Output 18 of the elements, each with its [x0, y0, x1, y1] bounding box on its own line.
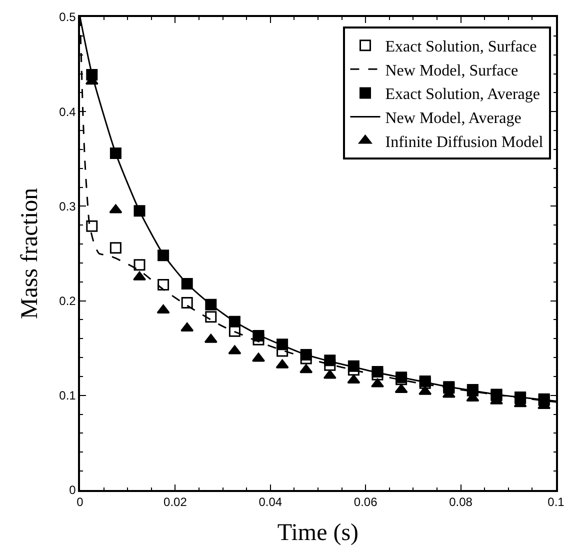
y-tick-label: 0	[69, 483, 76, 498]
y-tick-label: 0.5	[59, 10, 76, 24]
legend-label: New Model, Surface	[385, 62, 518, 80]
y-tick-label: 0.3	[59, 199, 76, 214]
x-tick-label: 0.06	[354, 495, 378, 510]
x-tick-label: 0.08	[449, 495, 473, 510]
x-tick-label: 0.04	[258, 495, 282, 510]
x-axis-title: Time (s)	[277, 520, 359, 546]
legend-label: Exact Solution, Average	[385, 86, 540, 104]
y-tick-label: 0.4	[59, 104, 76, 119]
x-tick-label: 0.1	[548, 495, 565, 510]
y-tick-label: 0.1	[59, 388, 76, 403]
legend-label: Infinite Diffusion Model	[385, 134, 544, 151]
legend-label: Exact Solution, Surface	[385, 38, 537, 56]
y-axis-title: Mass fraction	[16, 188, 43, 320]
x-tick-label: 0.02	[164, 495, 188, 510]
y-tick-label: 0.2	[59, 294, 76, 308]
legend-label: New Model, Average	[385, 110, 522, 127]
